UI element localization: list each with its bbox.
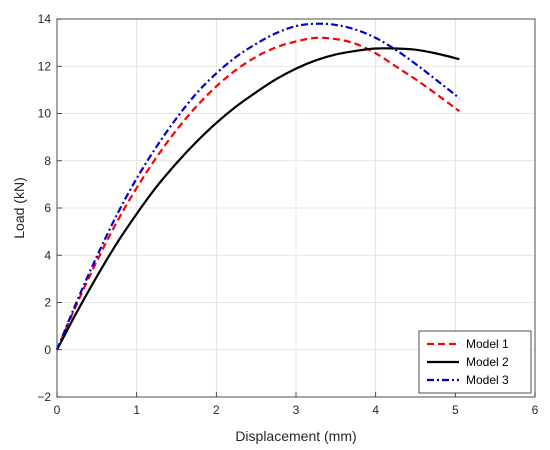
y-tick-label: 6 xyxy=(44,201,51,215)
x-tick-label: 6 xyxy=(532,403,539,417)
x-tick-label: 2 xyxy=(213,403,220,417)
y-axis-label: Load (kN) xyxy=(11,177,27,238)
y-tick-label: 14 xyxy=(38,12,52,26)
series-line-model-2 xyxy=(56,47,460,351)
legend-label-model-2: Model 2 xyxy=(466,355,509,369)
x-tick-label: 1 xyxy=(133,403,140,417)
y-tick-label: 10 xyxy=(38,107,52,121)
legend: Model 1 Model 2 Model 3 xyxy=(418,330,532,394)
x-tick-label: 4 xyxy=(372,403,379,417)
legend-label-model-3: Model 3 xyxy=(466,373,509,387)
x-axis-label: Displacement (mm) xyxy=(235,428,356,444)
y-tick-label: 4 xyxy=(44,248,51,262)
y-tick-label: 8 xyxy=(44,154,51,168)
y-tick-label: 12 xyxy=(38,59,52,73)
x-tick-label: 5 xyxy=(452,403,459,417)
y-tick-label: −2 xyxy=(37,390,51,404)
x-tick-label: 3 xyxy=(293,403,300,417)
y-tick-label: 0 xyxy=(44,343,51,357)
series-layer xyxy=(55,22,461,351)
x-tick-label: 0 xyxy=(54,403,61,417)
series-line-model-3 xyxy=(55,22,461,351)
y-tick-label: 2 xyxy=(44,296,51,310)
legend-label-model-1: Model 1 xyxy=(466,337,509,351)
